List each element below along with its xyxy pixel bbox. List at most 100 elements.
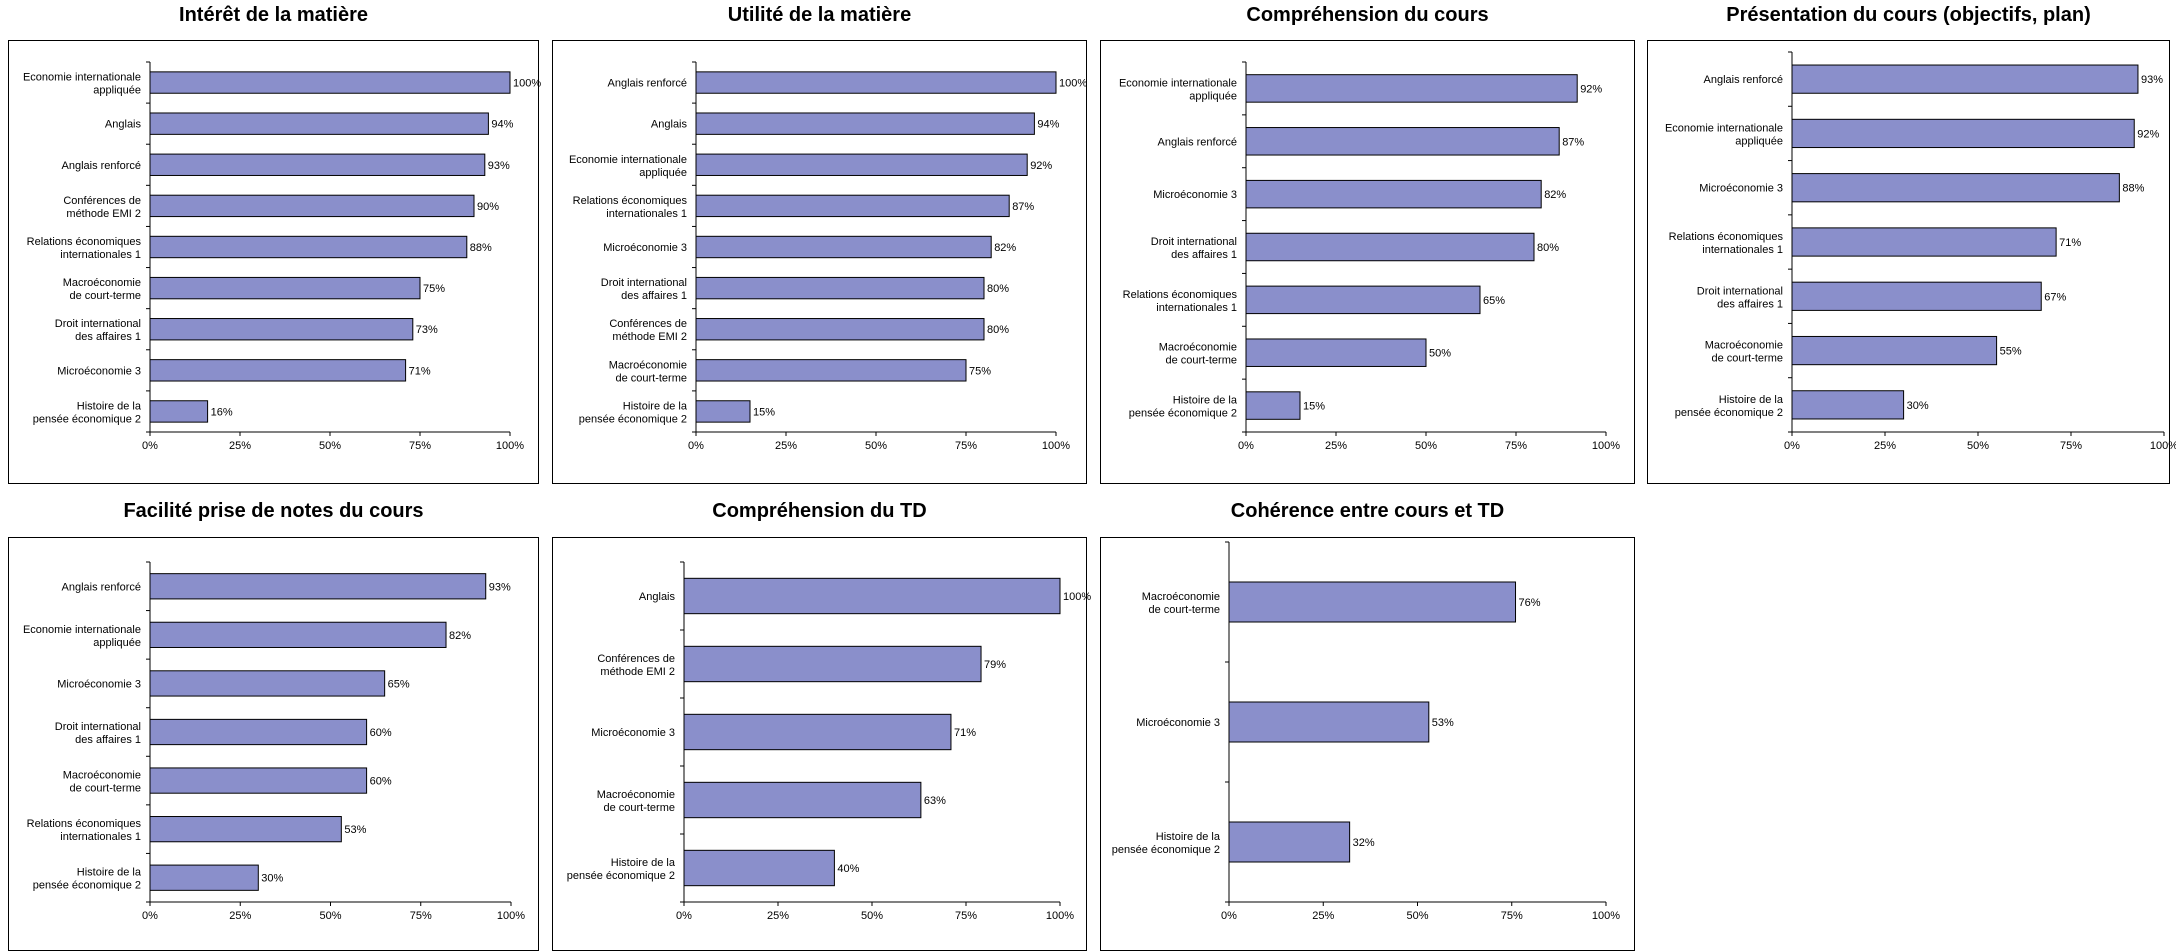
bar [149, 718, 368, 746]
category-label: Microéconomie 3 [591, 727, 675, 739]
category-label: Histoire de la pensée économique 2 [33, 400, 142, 425]
data-label: 82% [449, 630, 471, 642]
bar [1791, 390, 1905, 420]
data-label: 100% [1059, 78, 1087, 90]
bar-chart: 0% 25% 50% 75% 100% 93% Anglais renforcé 82% Eco… [23, 561, 525, 922]
x-tick-label: 0% [1238, 440, 1254, 452]
bar [695, 359, 967, 382]
bar-chart: 0% 25% 50% 75% 100% 100% Anglais 79% Conférences… [567, 561, 1091, 922]
data-label: 30% [261, 873, 283, 885]
data-label: 75% [969, 365, 991, 377]
data-label: 92% [2137, 128, 2159, 140]
x-tick-label: 75% [955, 910, 977, 922]
bar-chart: 0% 25% 50% 75% 100% 93% Anglais renforcé 92% Eco… [1665, 51, 2176, 452]
category-label: Conférences de méthode EMI 2 [597, 653, 675, 678]
category-label: Anglais renforcé [62, 581, 142, 593]
bar [149, 359, 407, 382]
x-tick-label: 50% [319, 440, 341, 452]
bar [149, 153, 486, 176]
x-tick-label: 100% [1042, 440, 1070, 452]
data-label: 63% [924, 795, 946, 807]
category-label: Conférences de méthode EMI 2 [63, 195, 141, 220]
category-label: Relations économiques internationales 1 [1669, 231, 1784, 256]
category-label: Histoire de la pensée économique 2 [1112, 831, 1221, 856]
x-tick-label: 50% [1406, 910, 1428, 922]
x-tick-label: 0% [142, 910, 158, 922]
category-label: Anglais renforcé [608, 78, 688, 90]
bar [1245, 391, 1301, 420]
category-label: Anglais [639, 591, 676, 603]
data-label: 65% [1483, 295, 1505, 307]
category-label: Histoire de la pensée économique 2 [1675, 394, 1784, 419]
bar [1245, 179, 1542, 209]
x-tick-label: 100% [497, 910, 525, 922]
data-label: 79% [984, 659, 1006, 671]
chart-title: Intérêt de la matière [179, 4, 368, 26]
chart-title: Cohérence entre cours et TD [1230, 500, 1505, 522]
category-label: Economie internationale appliquée [569, 154, 687, 179]
data-label: 71% [954, 727, 976, 739]
x-tick-label: 50% [1967, 440, 1989, 452]
category-label: Macroéconomie de court-terme [1705, 340, 1783, 365]
bar [149, 670, 386, 697]
x-tick-label: 25% [229, 440, 251, 452]
x-tick-label: 0% [1221, 910, 1237, 922]
category-label: Histoire de la pensée économique 2 [33, 867, 142, 892]
category-label: Anglais renforcé [1158, 136, 1238, 148]
data-label: 65% [388, 678, 410, 690]
category-label: Macroéconomie de court-terme [609, 359, 687, 384]
category-label: Relations économiques internationales 1 [27, 818, 142, 843]
bar [149, 194, 475, 218]
bar [149, 400, 209, 423]
bar [695, 318, 985, 341]
category-label: Droit international des affaires 1 [1151, 236, 1237, 261]
data-label: 60% [370, 727, 392, 739]
x-tick-label: 50% [1415, 440, 1437, 452]
data-label: 71% [409, 365, 431, 377]
bar [1791, 227, 2057, 257]
bar [149, 621, 447, 648]
data-label: 71% [2059, 237, 2081, 249]
bar [1245, 232, 1535, 262]
x-tick-label: 25% [229, 910, 251, 922]
bar [695, 194, 1010, 218]
category-label: Conférences de méthode EMI 2 [609, 318, 687, 343]
bar [149, 276, 421, 300]
category-label: Histoire de la pensée économique 2 [579, 400, 688, 425]
x-tick-label: 75% [409, 440, 431, 452]
chart-title: Compréhension du TD [712, 500, 927, 522]
bar-chart: 0% 25% 50% 75% 100% 100% Economie internationa… [23, 61, 541, 452]
bar [695, 112, 1035, 135]
category-label: Anglais [105, 119, 142, 131]
data-label: 15% [1303, 401, 1325, 413]
category-label: Macroéconomie de court-terme [63, 277, 141, 302]
bar [683, 713, 952, 751]
bar [683, 781, 922, 819]
chart-title: Compréhension du cours [1246, 4, 1489, 26]
bar [1791, 173, 2120, 203]
x-tick-label: 25% [1874, 440, 1896, 452]
category-label: Relations économiques internationales 1 [1123, 289, 1238, 314]
data-label: 53% [1432, 717, 1454, 729]
category-label: Anglais [651, 119, 688, 131]
category-label: Macroéconomie de court-terme [1159, 342, 1237, 367]
data-label: 93% [489, 581, 511, 593]
x-tick-label: 25% [1325, 440, 1347, 452]
bar [695, 235, 992, 259]
chart-title: Utilité de la matière [727, 4, 912, 26]
bar [1245, 338, 1427, 367]
data-label: 80% [1537, 242, 1559, 254]
data-label: 30% [1907, 400, 1929, 412]
category-label: Economie internationale appliquée [1665, 122, 1783, 147]
data-label: 50% [1429, 348, 1451, 360]
category-label: Droit international des affaires 1 [55, 318, 141, 343]
bar [1791, 64, 2139, 94]
data-label: 88% [2122, 183, 2144, 195]
data-label: 92% [1580, 83, 1602, 95]
x-tick-label: 50% [319, 910, 341, 922]
data-label: 32% [1353, 837, 1375, 849]
bar [149, 318, 414, 341]
category-label: Droit international des affaires 1 [1697, 285, 1783, 310]
data-label: 67% [2044, 291, 2066, 303]
